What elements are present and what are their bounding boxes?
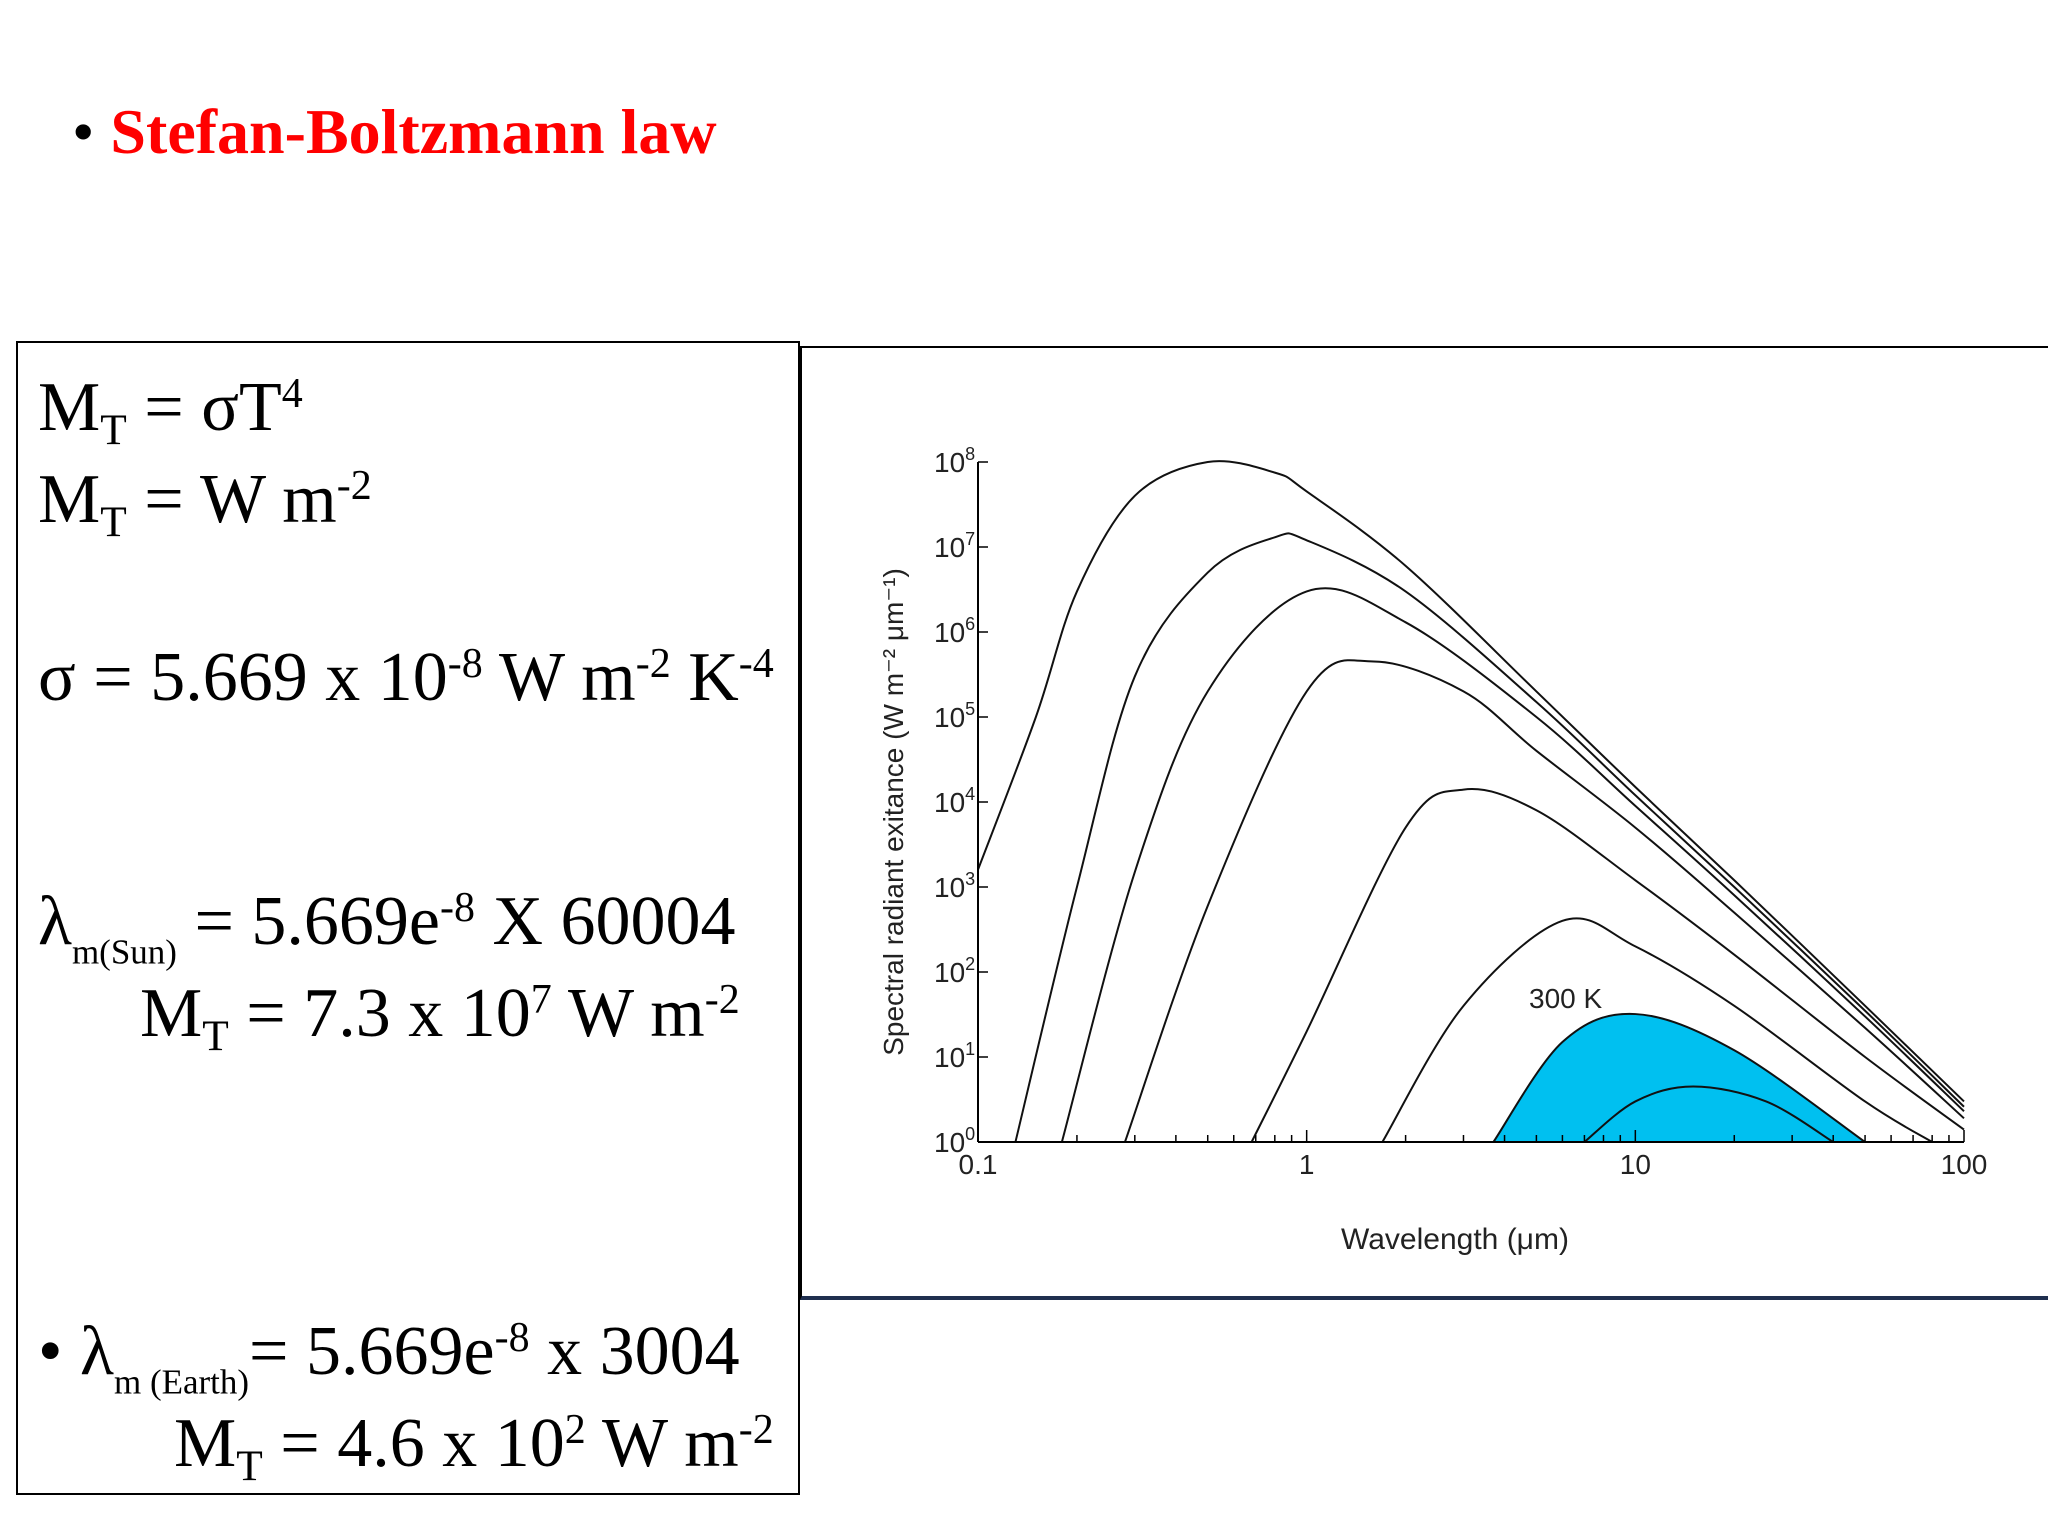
y-tick-label: 104	[934, 784, 975, 818]
blackbody-curve	[1250, 788, 1965, 1143]
blackbody-curve	[1124, 659, 1965, 1143]
y-tick-label: 103	[934, 869, 975, 903]
y-axis-label: Spectral radiant exitance (W m⁻² μm⁻¹)	[878, 568, 909, 1056]
blackbody-curve	[1060, 587, 1965, 1143]
blackbody-curve	[977, 460, 1965, 1103]
y-tick-label: 102	[934, 954, 975, 988]
x-tick-label: 1	[1299, 1149, 1315, 1180]
equation-earth-lambda: • λm (Earth)= 5.669e-8 x 3004	[38, 1313, 740, 1402]
filled-curves	[1493, 1013, 1866, 1142]
blackbody-curve	[1014, 532, 1965, 1143]
y-tick-label: 107	[934, 529, 975, 563]
equation-panel: MT = σT4 MT = W m-2 σ = 5.669 x 10-8 W m…	[16, 341, 800, 1495]
equation-mt-units: MT = W m-2	[38, 461, 372, 546]
y-tick-label: 105	[934, 699, 975, 733]
blackbody-chart-panel: 0.1 1 10 100 100 101 102 103 104 105 106 107 108 Spe…	[800, 346, 2048, 1300]
y-tick-label: 101	[934, 1039, 975, 1073]
blackbody-curve	[1381, 917, 1933, 1143]
axes: 0.1 1 10 100 100 101 102 103 104 105 106 107 108	[934, 444, 1987, 1180]
slide-heading: • Stefan-Boltzmann law	[72, 100, 717, 164]
equation-sun-lambda: λm(Sun) = 5.669e-8 X 60004	[38, 883, 736, 972]
equation-earth-mt: MT = 4.6 x 102 W m-2	[174, 1405, 774, 1490]
slide-title: Stefan-Boltzmann law	[110, 96, 717, 167]
y-tick-label: 106	[934, 614, 975, 648]
x-tick-label: 10	[1620, 1149, 1651, 1180]
annotation-300k: 300 K	[1529, 983, 1602, 1014]
bullet: •	[72, 96, 95, 167]
blackbody-curve	[1583, 1085, 1834, 1143]
curve-fill	[1584, 1086, 1834, 1142]
x-axis-label: Wavelength (μm)	[1341, 1223, 1569, 1256]
curves	[977, 460, 1965, 1143]
equation-mt-sigma: MT = σT4	[38, 369, 303, 454]
equation-sigma-constant: σ = 5.669 x 10-8 W m-2 K-4	[38, 639, 774, 716]
y-tick-label: 100	[934, 1124, 975, 1158]
blackbody-curve	[1492, 1012, 1866, 1143]
x-tick-label: 0.1	[959, 1149, 998, 1180]
x-tick-label: 100	[1941, 1149, 1988, 1180]
y-tick-label: 108	[934, 444, 975, 478]
equation-sun-mt: MT = 7.3 x 107 W m-2	[140, 975, 740, 1060]
